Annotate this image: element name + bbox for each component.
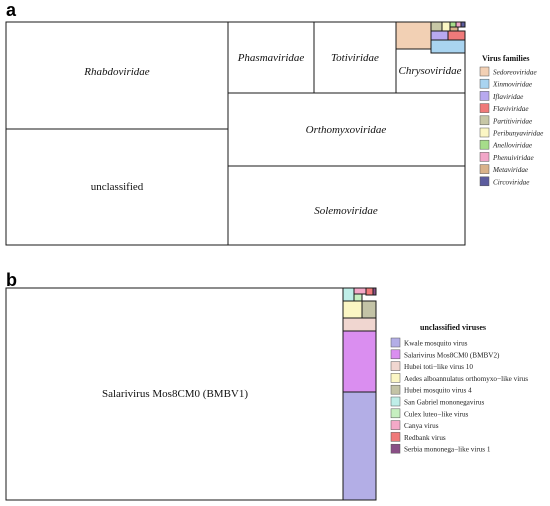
treemap-b-cell-canya-virus: [353, 287, 367, 295]
legend-b-swatch-hubei-mosquito-virus-4: [390, 384, 401, 395]
legend-b-swatch-salarivirus-mos8cm0-bmbv2: [390, 349, 401, 360]
legend-b-label-hubei-mosquito-virus-4: Hubei mosquito virus 4: [404, 387, 472, 395]
legend-a-label-xinmoviridae: Xinmoviridae: [492, 81, 533, 89]
legend-a-swatch-anelloviridae: [479, 139, 490, 150]
legend-b-swatch-hubei-toti-like-virus-10: [390, 361, 401, 371]
treemap-a-cell-circoviridae: [460, 21, 466, 28]
treemap-b-label-salarivirus-mos8cm0-bmbv1: Salarivirus Mos8CM0 (BMBV1): [102, 388, 248, 400]
treemap-a-label-totiviridae: Totiviridae: [331, 52, 379, 64]
treemap-a-label-phasmaviridae: Phasmaviridae: [237, 52, 305, 64]
legend-a-swatch-phenuiviridae: [479, 152, 490, 162]
legend-b-label-serbia-mononega-like-virus-1: Serbia mononega−like virus 1: [404, 446, 491, 454]
treemap-a-cell-orthomyxoviridae: [227, 92, 466, 167]
legend-a-label-iflaviridae: Iflaviridae: [492, 93, 524, 101]
treemap-b-cell-hubei-toti-like-virus-10: [342, 317, 377, 332]
legend-a-swatch-circoviridae: [479, 176, 490, 187]
legend-a-label-peribunyaviridae: Peribunyaviridae: [492, 130, 544, 138]
treemap-a-label-solemoviridae: Solemoviridae: [314, 205, 378, 217]
treemap-a-cell-peribunyaviridae: [441, 21, 451, 32]
treemap-a-cell-unclassified: [5, 128, 229, 246]
legend-a-label-sedoreoviridae: Sedoreoviridae: [493, 69, 537, 77]
treemap-a-label-chrysoviridae: Chrysoviridae: [399, 65, 462, 77]
legend-b-swatch-canya-virus: [390, 420, 401, 430]
treemap-a-cell-solemoviridae: [227, 165, 466, 246]
legend-b-swatch-kwale-mosquito-virus: [390, 337, 401, 348]
legend-b-label-culex-luteo-like-virus: Culex luteo−like virus: [404, 410, 469, 418]
treemap-b-cell-aedes-alboannulatus-orthomyxo-like-virus: [342, 300, 363, 319]
legend-b-label-hubei-toti-like-virus-10: Hubei toti−like virus 10: [404, 363, 473, 371]
legend-b-label-salarivirus-mos8cm0-bmbv2: Salarivirus Mos8CM0 (BMBV2): [404, 351, 500, 359]
legend-b-label-aedes-alboannulatus-orthomyxo-like-virus: Aedes alboannulatus orthomyxo−like virus: [404, 375, 528, 383]
panel-label-a: a: [6, 0, 17, 20]
legend-a-label-flaviviridae: Flaviviridae: [492, 105, 529, 113]
treemap-a-cell-sedoreoviridae: [395, 21, 432, 50]
legend-b-swatch-san-gabriel-mononegavirus: [390, 396, 401, 407]
legend-a-swatch-flaviviridae: [479, 103, 490, 113]
treemap-a-cell-partitiviridae: [430, 21, 443, 32]
treemap-a-cell-anelloviridae: [449, 21, 457, 28]
legend-b-label-redbank-virus: Redbank virus: [404, 434, 446, 442]
legend-a-label-phenuiviridae: Phenuiviridae: [492, 154, 535, 162]
legend-b-title: unclassified viruses: [420, 323, 486, 332]
treemap-b-cell-salarivirus-mos8cm0-bmbv1: [5, 287, 344, 501]
treemap-a-cell-metaviridae: [449, 26, 459, 32]
legend-b-swatch-serbia-mononega-like-virus-1: [390, 443, 401, 454]
treemap-a-cell-xinmoviridae: [430, 39, 466, 54]
legend-a-swatch-iflaviridae: [479, 91, 490, 101]
treemap-b-cell-serbia-mononega-like-virus-1: [372, 287, 377, 296]
treemap-b-cell-culex-luteo-like-virus: [353, 293, 363, 302]
treemap-a-cell-phasmaviridae: [227, 21, 315, 94]
legend-a-label-circoviridae: Circoviridae: [493, 178, 530, 186]
treemap-a-label-orthomyxoviridae: Orthomyxoviridae: [306, 124, 387, 136]
legend-b-label-san-gabriel-mononegavirus: San Gabriel mononegavirus: [404, 399, 484, 407]
legend-a-label-metaviridae: Metaviridae: [492, 166, 529, 174]
treemap-b-cell-redbank-virus: [365, 287, 374, 296]
legend-a-swatch-partitiviridae: [479, 115, 490, 126]
legend-b-swatch-culex-luteo-like-virus: [390, 408, 401, 419]
legend-a-title: Virus families: [482, 54, 529, 63]
treemap-a-cell-totiviridae: [313, 21, 397, 94]
treemap-a-cell-iflaviridae: [430, 30, 449, 41]
legend-a-swatch-xinmoviridae: [479, 78, 490, 89]
treemap-b-cell-salarivirus-mos8cm0-bmbv2: [342, 330, 377, 393]
panel-label-b: b: [6, 270, 17, 290]
treemap-a-label-rhabdoviridae: Rhabdoviridae: [83, 66, 149, 78]
legend-a-label-anelloviridae: Anelloviridae: [492, 142, 533, 150]
treemap-a-cell-rhabdoviridae: [5, 21, 229, 130]
treemap-b-cell-kwale-mosquito-virus: [342, 391, 377, 501]
legend-b-label-kwale-mosquito-virus: Kwale mosquito virus: [404, 340, 468, 348]
treemap-b-cell-hubei-mosquito-virus-4: [361, 300, 377, 319]
legend-a-label-partitiviridae: Partitiviridae: [492, 117, 533, 125]
legend-b-swatch-aedes-alboannulatus-orthomyxo-like-virus: [390, 373, 401, 383]
treemap-a-cell-phenuiviridae: [455, 21, 462, 28]
treemap-a-label-unclassified: unclassified: [91, 181, 144, 193]
legend-b-swatch-redbank-virus: [390, 432, 401, 442]
legend-b-label-canya-virus: Canya virus: [404, 422, 439, 430]
legend-a-swatch-peribunyaviridae: [479, 127, 490, 138]
treemap-b-cell-san-gabriel-mononegavirus: [342, 287, 355, 302]
treemap-a-cell-flaviviridae: [447, 30, 466, 41]
legend-a-swatch-metaviridae: [479, 164, 490, 174]
legend-a-swatch-sedoreoviridae: [479, 66, 490, 77]
